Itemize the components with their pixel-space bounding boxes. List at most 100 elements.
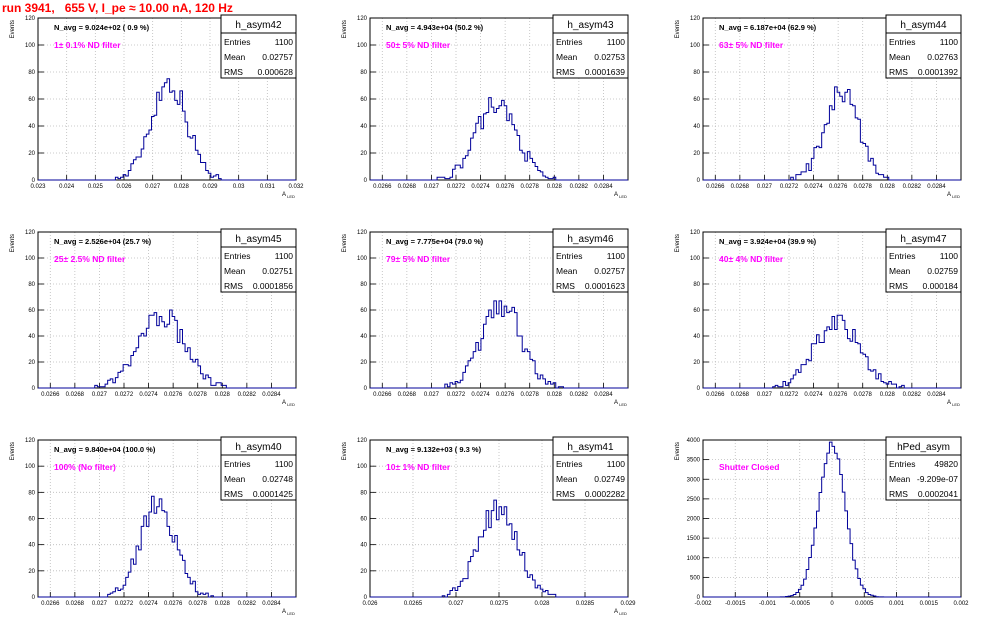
y-tick-label: 40 [28,334,35,340]
x-tick-label: 0.0266 [41,392,60,398]
x-tick-label: 0 [830,601,834,607]
x-tick-label: 0.0278 [189,601,208,607]
y-tick-label: 0 [697,178,701,184]
y-axis-title: Events [675,442,681,460]
stats-value: 1100 [275,251,294,261]
y-tick-label: 40 [28,124,35,130]
y-tick-label: 60 [28,308,35,314]
y-axis-title: Events [10,20,16,38]
stats-value: 1100 [607,37,626,47]
x-tick-label: 0.027 [92,392,108,398]
y-axis-title: Events [10,234,16,252]
stats-key: RMS [224,67,243,77]
y-tick-label: 0 [364,178,368,184]
x-tick-label: 0.0272 [115,601,134,607]
histogram-panel-h_asym45: 0.0266 0.0268 0.027 0.0272 0.0274 0.0276 0.027… [10,228,297,407]
y-tick-label: 80 [360,490,367,496]
stats-key: Entries [556,459,582,469]
x-axis-title: A LED [947,400,960,407]
x-tick-label: 0.029 [620,601,636,607]
y-tick-label: 40 [693,334,700,340]
stats-value: 0.02748 [262,474,293,484]
x-tick-label: 0.0274 [139,392,158,398]
y-tick-label: 80 [28,490,35,496]
stats-title: hPed_asym [897,442,950,453]
stats-value: 0.02751 [262,266,293,276]
stats-title: h_asym42 [235,20,282,31]
stats-title: h_asym47 [900,234,947,245]
stats-key: Entries [556,251,582,261]
x-tick-label: 0.0272 [780,184,799,190]
x-tick-label: 0.028 [880,392,896,398]
stats-value: -9.209e-07 [917,474,958,484]
y-tick-label: 60 [28,517,35,523]
y-tick-label: 1500 [687,536,701,542]
stats-value: 1100 [940,251,959,261]
y-tick-label: 20 [28,569,35,575]
y-tick-label: 120 [25,230,36,236]
filter-label: 10± 1% ND filter [386,462,451,472]
y-tick-label: 100 [690,43,701,49]
histogram-line [38,495,296,598]
y-tick-label: 1000 [687,556,701,562]
x-tick-label: 0.0282 [570,184,589,190]
x-tick-label: 0.0278 [521,184,540,190]
y-tick-label: 0 [364,386,368,392]
stats-value: 0.000628 [258,67,294,77]
plot-frame [37,17,297,181]
x-tick-label: 0.0278 [854,184,873,190]
stats-key: RMS [224,489,243,499]
y-tick-label: 100 [25,43,36,49]
y-tick-label: 80 [28,70,35,76]
stats-title: h_asym45 [235,234,282,245]
y-tick-label: 2000 [687,517,701,523]
y-tick-label: 4000 [687,438,701,444]
x-tick-label: 0.027 [424,392,440,398]
y-tick-label: 60 [693,97,700,103]
x-tick-label: 0.0268 [398,184,417,190]
histogram-panel-h_asym41: 0.026 0.0265 0.027 0.0275 0.028 0.0285 0.029 0 2… [342,436,636,616]
x-tick-label: -0.002 [694,601,712,607]
stats-value: 49820 [934,459,958,469]
navg-label: N_avg = 7.775e+04 (79.0 %) [386,237,484,246]
plot-frame [37,231,297,389]
x-tick-label: 0.029 [202,184,218,190]
stats-key: Entries [224,459,250,469]
x-tick-label: 0.0284 [594,184,613,190]
navg-label: N_avg = 9.024e+02 ( 0.9 %) [54,23,150,32]
x-axis-title: A LED [282,400,295,407]
y-tick-label: 120 [357,438,368,444]
y-tick-label: 3500 [687,458,701,464]
y-tick-label: 0 [697,386,701,392]
navg-label: N_avg = 2.526e+04 (25.7 %) [54,237,152,246]
histogram-panel-h_asym44: 0.0266 0.0268 0.027 0.0272 0.0274 0.0276 0.027… [675,14,962,199]
y-tick-label: 120 [690,230,701,236]
plot-frame [369,17,629,181]
y-tick-label: 80 [360,282,367,288]
y-tick-label: 20 [28,151,35,157]
x-tick-label: 0.0265 [404,601,423,607]
stats-key: Entries [224,251,250,261]
y-tick-label: 20 [360,360,367,366]
x-tick-label: 0.027 [145,184,161,190]
stats-key: Mean [556,474,578,484]
x-tick-label: 0.0274 [471,392,490,398]
x-tick-label: 0.001 [889,601,905,607]
histogram-line [703,314,961,389]
histogram-panel-h_asym47: 0.0266 0.0268 0.027 0.0272 0.0274 0.0276 0.027… [675,228,962,407]
stats-value: 1100 [607,251,626,261]
y-tick-label: 20 [360,569,367,575]
filter-label: 50± 5% ND filter [386,40,451,50]
stats-value: 0.0002041 [918,489,958,499]
x-tick-label: 0.0278 [189,392,208,398]
x-tick-label: -0.0015 [725,601,746,607]
x-tick-label: 0.023 [30,184,46,190]
x-tick-label: 0.0282 [903,184,922,190]
x-tick-label: 0.031 [260,184,276,190]
navg-label: N_avg = 9.132e+03 ( 9.3 %) [386,445,482,454]
x-tick-label: 0.0274 [804,392,823,398]
stats-key: Entries [556,37,582,47]
stats-value: 0.02757 [594,266,625,276]
y-tick-label: 120 [690,16,701,22]
stats-key: Mean [224,474,246,484]
